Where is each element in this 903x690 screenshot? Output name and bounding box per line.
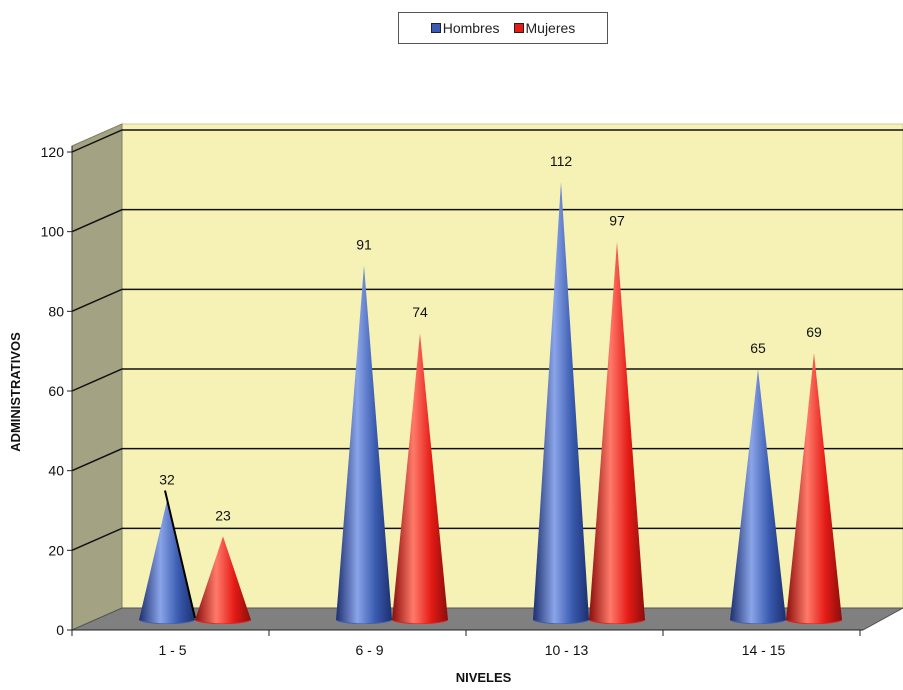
data-label: 91 xyxy=(356,237,372,253)
x-axis-title: NIVELES xyxy=(455,670,512,685)
gridlines xyxy=(71,129,903,552)
y-tick-label: 60 xyxy=(48,383,64,399)
y-tick-label: 20 xyxy=(48,542,64,558)
x-tick-label: 1 - 5 xyxy=(158,642,186,658)
legend-swatch-mujeres xyxy=(513,23,524,33)
gridline xyxy=(71,368,903,392)
y-tick-label: 100 xyxy=(41,224,65,240)
cone-hombres-1 xyxy=(139,500,195,624)
y-tick-label: 40 xyxy=(48,463,64,479)
cone-mujeres-3 xyxy=(589,241,645,624)
legend-label-hombres: Hombres xyxy=(442,20,500,36)
cone-hombres-4 xyxy=(730,369,786,624)
gridline xyxy=(71,129,903,153)
legend-swatch-hombres xyxy=(430,23,441,33)
cone-mujeres-4 xyxy=(786,353,842,624)
label-leader-line xyxy=(164,490,196,619)
data-label: 65 xyxy=(750,340,766,356)
data-label: 23 xyxy=(215,507,231,523)
cone-hombres-2 xyxy=(336,265,392,624)
y-tick-label: 0 xyxy=(56,622,64,638)
side-wall xyxy=(71,123,123,631)
y-tick-label: 80 xyxy=(48,303,64,319)
data-label: 112 xyxy=(550,153,573,169)
cone-hombres-3 xyxy=(533,181,589,624)
gridline xyxy=(71,527,903,552)
chart-walls xyxy=(71,123,903,631)
y-tick-label: 120 xyxy=(41,144,65,160)
x-axis-title-wrap: NIVELES xyxy=(0,670,903,685)
data-label: 97 xyxy=(609,213,625,229)
data-labels: 32 23 91 74 112 97 65 69 xyxy=(159,153,822,619)
legend-item-hombres: Hombres xyxy=(430,20,500,36)
y-axis-title: ADMINISTRATIVOS xyxy=(8,332,23,452)
x-tick-label: 14 - 15 xyxy=(742,642,786,658)
cone-mujeres-2 xyxy=(392,333,448,624)
gridline xyxy=(71,447,903,472)
legend-item-mujeres: Mujeres xyxy=(513,20,576,36)
back-wall xyxy=(121,123,903,609)
x-tick-label: 10 - 13 xyxy=(545,642,589,658)
cones xyxy=(139,181,842,624)
cone-mujeres-1 xyxy=(195,536,251,624)
axes: 0 20 40 60 80 100 120 1 - 5 6 - 9 10 - 13 14 - 15 xyxy=(41,144,863,658)
legend: Hombres Mujeres xyxy=(398,12,608,44)
x-tick-label: 6 - 9 xyxy=(355,642,383,658)
legend-label-mujeres: Mujeres xyxy=(525,20,576,36)
gridline xyxy=(71,288,903,313)
data-label: 32 xyxy=(159,472,175,488)
gridline xyxy=(71,208,903,233)
data-label: 74 xyxy=(412,304,428,320)
data-label: 69 xyxy=(806,324,822,340)
